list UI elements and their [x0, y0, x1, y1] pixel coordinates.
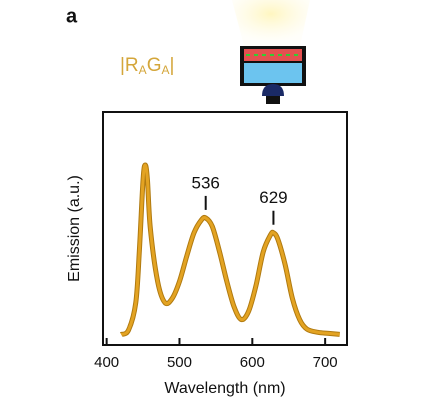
peak-label: 629 [259, 188, 287, 207]
peak-label: 536 [192, 173, 220, 192]
sample-label: |RAGA| [120, 55, 174, 77]
y-axis-label: Emission (a.u.) [66, 175, 83, 282]
label-part: |R [120, 55, 139, 76]
label-part: G [147, 55, 162, 76]
panel-label: a [66, 5, 78, 27]
led-icon [232, 0, 310, 104]
x-tick-label: 600 [240, 354, 265, 371]
led-base [266, 96, 280, 104]
light-beam [232, 0, 310, 46]
x-axis-label: Wavelength (nm) [164, 380, 285, 397]
label-part: | [169, 55, 174, 76]
spectrum-line [120, 163, 340, 336]
x-tick-label: 500 [167, 354, 192, 371]
plot-frame [102, 111, 348, 346]
led-chip [262, 84, 284, 96]
label-sub: A [139, 63, 147, 77]
x-tick-label: 700 [313, 354, 338, 371]
encapsulant [244, 63, 302, 83]
x-tick-label: 400 [94, 354, 119, 371]
label-sub: A [161, 63, 169, 77]
